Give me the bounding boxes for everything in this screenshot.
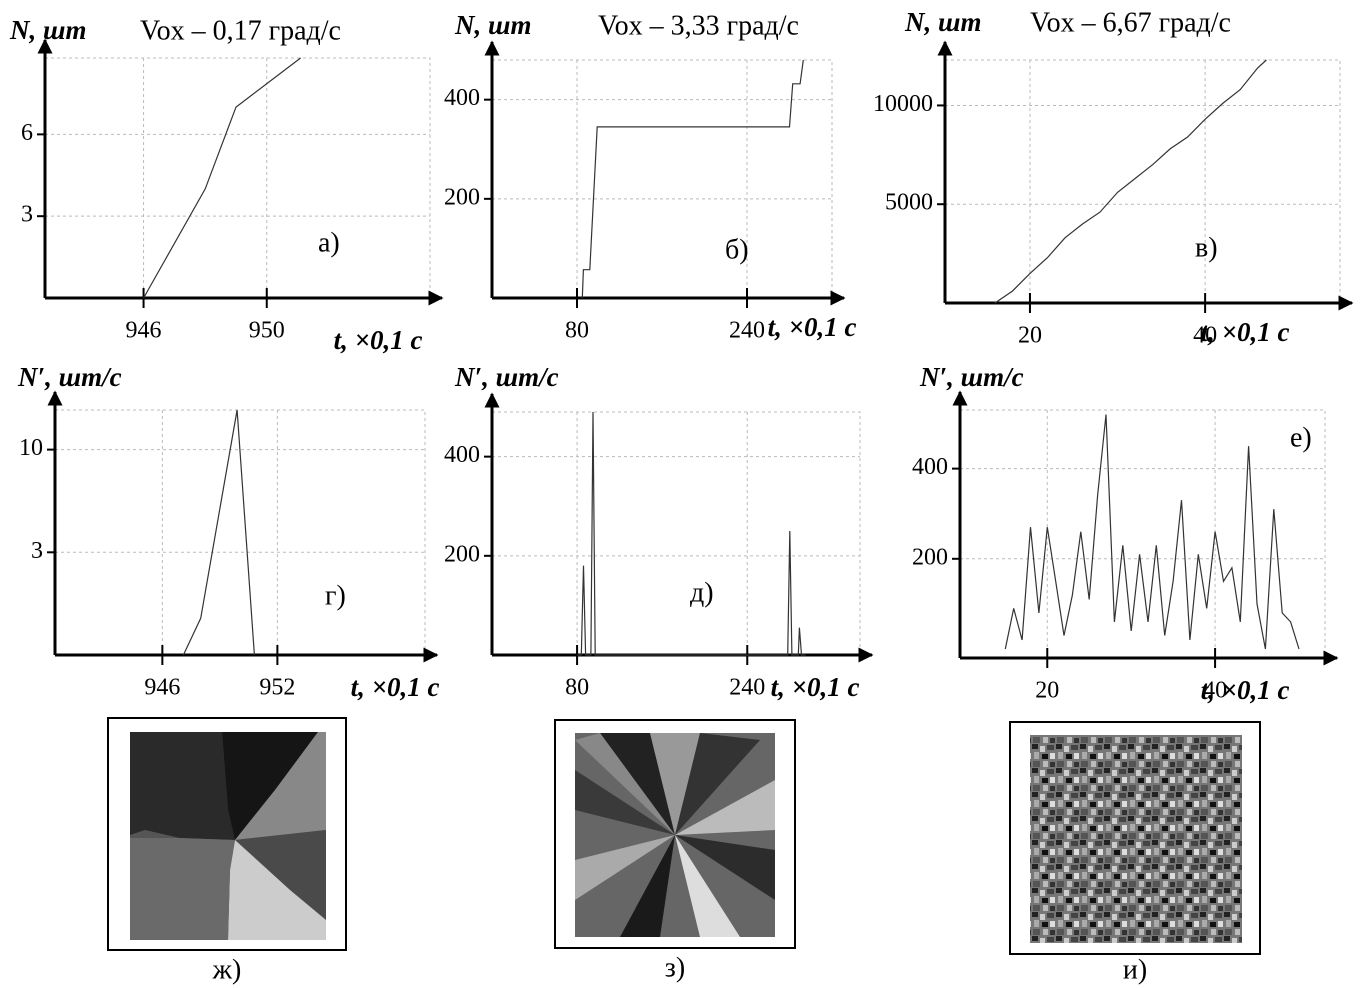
chart-title: Vox – 3,33 град/с [598, 10, 799, 41]
y-axis-label: N, шт [454, 10, 532, 40]
plot-border [959, 409, 1326, 659]
data-line [182, 409, 255, 656]
x-tick-label: 952 [259, 675, 295, 701]
y-tick-label: 200 [444, 184, 480, 210]
y-axis-label: N′, шт/с [919, 362, 1024, 392]
y-tick-label: 10 [19, 435, 43, 461]
image-label: з) [665, 952, 685, 983]
y-tick-label: 400 [444, 85, 480, 111]
y-axis-label: N′, шт/с [17, 362, 122, 392]
data-line [581, 59, 804, 299]
x-tick-label: 20 [1035, 678, 1059, 704]
y-tick-label: 400 [912, 454, 948, 480]
panel-label: е) [1290, 422, 1312, 453]
y-axis-label: N, шт [9, 15, 87, 45]
y-tick-label: 200 [444, 541, 480, 567]
data-line [577, 411, 806, 656]
y-axis-label: N, шт [904, 7, 982, 37]
y-tick-label: 6 [21, 120, 33, 146]
x-tick-label: 946 [144, 675, 180, 701]
x-tick-label: 946 [126, 318, 162, 344]
x-tick-label: 40 [1193, 323, 1217, 349]
panel-label: д) [690, 577, 714, 608]
x-tick-label: 240 [729, 675, 765, 701]
y-tick-label: 3 [31, 538, 43, 564]
y-axis-label: N′, шт/с [454, 362, 559, 392]
data-line [994, 59, 1267, 304]
data-line [143, 57, 301, 299]
panel-label: г) [325, 580, 346, 611]
x-axis-label: t, ×0,1 c [334, 325, 423, 355]
x-tick-label: 80 [565, 675, 589, 701]
y-tick-label: 5000 [885, 190, 933, 216]
y-tick-label: 200 [912, 544, 948, 570]
plot-border [44, 57, 431, 299]
x-axis-label: t, ×0,1 c [1201, 317, 1290, 347]
data-line [1004, 414, 1300, 650]
chart-title: Vox – 6,67 град/с [1030, 7, 1231, 38]
x-axis-label: t, ×0,1 c [771, 672, 860, 702]
chart-title: Vox – 0,17 град/с [140, 15, 341, 46]
x-tick-label: 40 [1203, 678, 1227, 704]
grain-image-2 [554, 719, 796, 949]
x-axis-label: t, ×0,1 c [351, 672, 440, 702]
y-tick-label: 10000 [873, 91, 933, 117]
x-axis-label: t, ×0,1 c [1201, 675, 1290, 705]
panel-label: в) [1195, 232, 1218, 263]
x-tick-label: 20 [1018, 323, 1042, 349]
y-tick-label: 400 [444, 442, 480, 468]
grain-image-1 [107, 717, 347, 951]
image-label: и) [1123, 954, 1147, 985]
x-tick-label: 950 [249, 318, 285, 344]
grain-image-3 [1009, 721, 1261, 955]
image-label: ж) [212, 954, 242, 985]
plot-border [491, 411, 861, 656]
plot-border [944, 59, 1341, 304]
panel-label: б) [725, 234, 749, 265]
y-tick-label: 3 [21, 202, 33, 228]
plot-border [491, 59, 833, 299]
x-tick-label: 240 [729, 318, 765, 344]
panel-label: а) [318, 227, 340, 258]
x-tick-label: 80 [565, 318, 589, 344]
x-axis-label: t, ×0,1 c [768, 312, 857, 342]
